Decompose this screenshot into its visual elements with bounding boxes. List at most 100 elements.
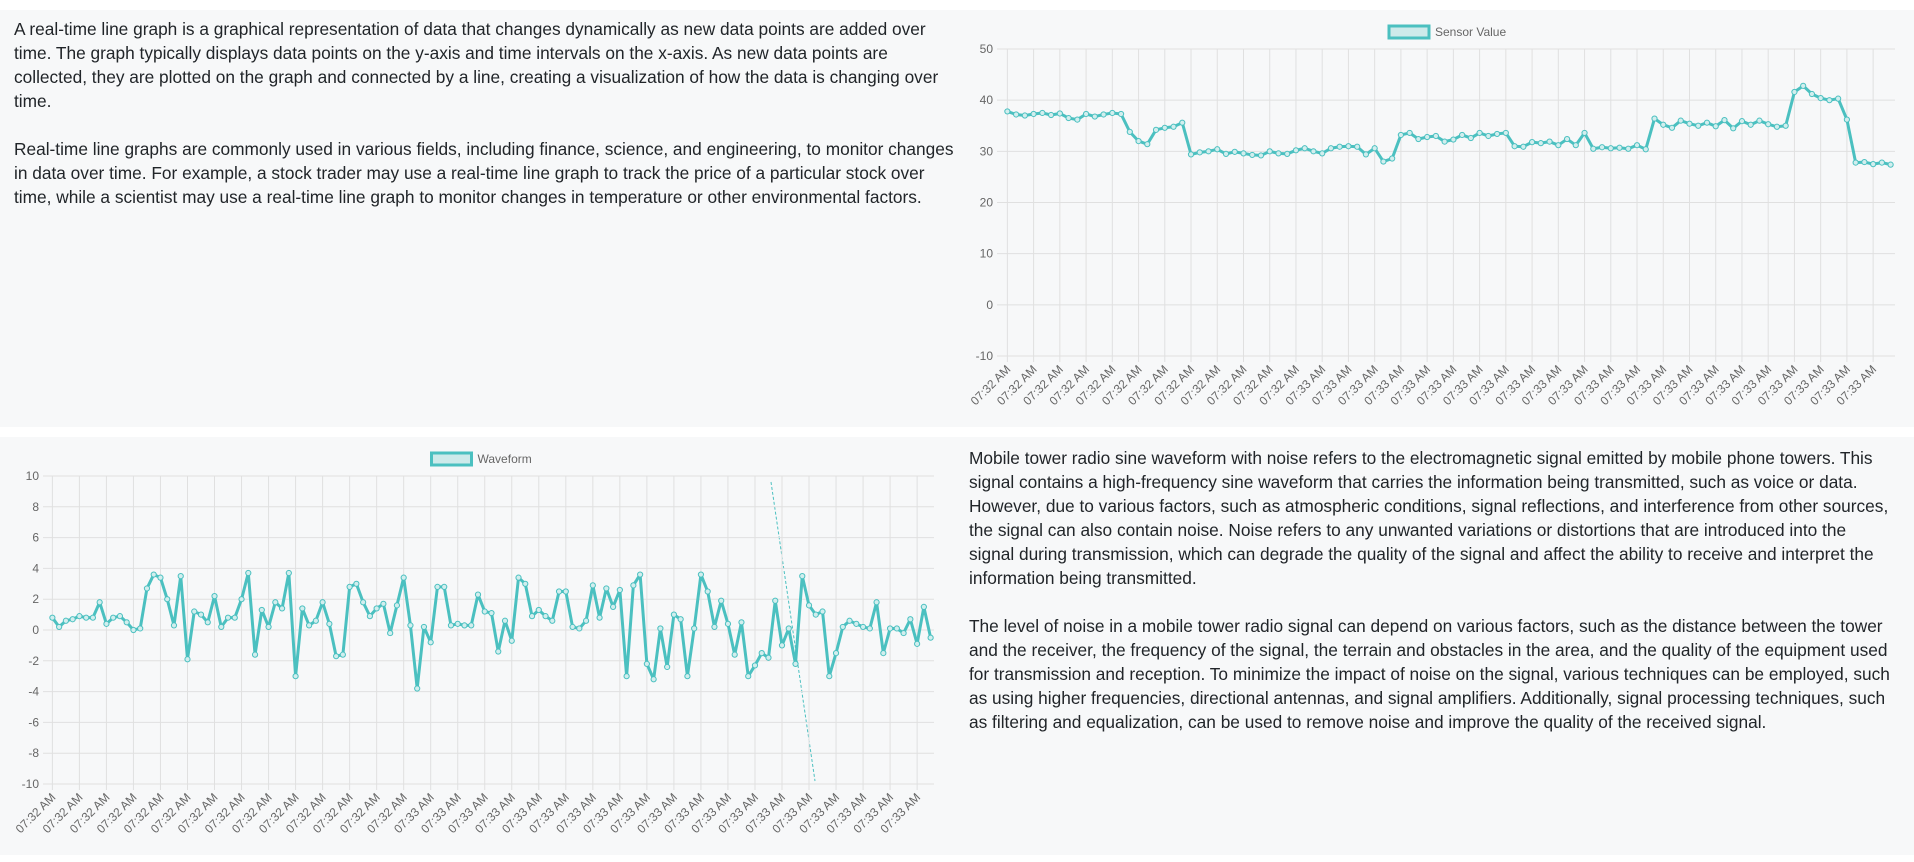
y-tick-label: 0 <box>32 623 39 637</box>
y-tick-label: -2 <box>28 654 39 668</box>
data-point <box>238 596 245 603</box>
data-point <box>1065 114 1072 122</box>
data-point <box>677 616 684 623</box>
data-point <box>1310 148 1317 155</box>
data-point <box>461 622 468 629</box>
noise-text: Mobile tower radio sine waveform with no… <box>969 446 1894 758</box>
data-point <box>927 634 934 641</box>
data-point <box>623 673 630 680</box>
data-point <box>724 620 732 627</box>
data-point <box>1765 121 1772 128</box>
data-point <box>197 611 205 618</box>
data-point <box>1502 129 1509 137</box>
data-point <box>373 605 380 612</box>
data-point <box>130 626 137 634</box>
data-point <box>103 620 110 627</box>
data-point <box>846 617 853 624</box>
legend-label: Sensor Value <box>1435 25 1506 39</box>
data-point <box>407 622 414 629</box>
data-point <box>758 650 765 657</box>
y-tick-label: 40 <box>980 93 994 107</box>
data-point <box>1773 123 1781 130</box>
data-point <box>1712 123 1719 130</box>
data-point <box>603 585 610 592</box>
y-tick-label: -6 <box>28 715 39 729</box>
data-point <box>684 673 691 680</box>
data-point <box>191 608 198 615</box>
data-point <box>920 603 927 610</box>
data-point <box>718 597 725 604</box>
data-point <box>326 620 333 627</box>
data-point <box>650 676 657 683</box>
data-point <box>1415 135 1422 143</box>
data-point <box>1590 145 1597 152</box>
data-point <box>231 614 238 621</box>
data-point <box>1887 161 1894 168</box>
data-point <box>1327 145 1335 152</box>
data-point <box>143 585 151 592</box>
data-point <box>1152 126 1160 133</box>
data-point <box>1581 129 1588 137</box>
data-point <box>292 673 299 680</box>
data-point <box>1616 144 1623 151</box>
data-point <box>1161 124 1168 131</box>
data-point <box>508 637 515 644</box>
data-point <box>1196 149 1203 156</box>
data-point <box>589 582 596 589</box>
data-point <box>1004 108 1011 115</box>
data-point <box>110 614 117 621</box>
data-point <box>1292 147 1300 154</box>
data-point <box>1336 143 1343 150</box>
data-point <box>555 588 563 595</box>
data-point <box>441 583 448 590</box>
data-point <box>1126 128 1133 135</box>
paragraph: A real-time line graph is a graphical re… <box>14 19 939 111</box>
data-point <box>873 599 880 606</box>
data-point <box>704 588 711 595</box>
data-point <box>1563 135 1571 143</box>
data-point <box>1231 148 1238 155</box>
data-point <box>812 611 819 618</box>
data-point <box>1703 119 1711 126</box>
data-point <box>535 606 542 614</box>
data-point <box>1222 150 1230 157</box>
data-point <box>1021 112 1028 119</box>
data-point <box>1056 110 1063 117</box>
paragraph: The level of noise in a mobile tower rad… <box>969 616 1890 732</box>
data-point <box>1747 121 1754 128</box>
y-tick-label: 20 <box>980 196 994 210</box>
data-point <box>1625 145 1632 152</box>
data-point <box>1362 151 1370 158</box>
data-point <box>643 660 650 667</box>
y-tick-label: -4 <box>28 685 39 699</box>
data-point <box>1782 122 1789 129</box>
data-point <box>778 642 786 649</box>
data-point <box>1808 90 1816 98</box>
data-point <box>1284 150 1291 157</box>
data-point <box>211 593 218 600</box>
data-point <box>1660 121 1667 128</box>
data-point <box>1730 125 1737 132</box>
wrap-line <box>770 481 816 782</box>
y-tick-label: 6 <box>32 531 39 545</box>
data-point <box>1266 148 1273 155</box>
data-point <box>1144 141 1151 148</box>
data-point <box>832 650 840 657</box>
data-point <box>1109 109 1116 117</box>
data-point <box>630 582 637 589</box>
data-point <box>582 617 590 624</box>
data-point <box>1835 95 1842 102</box>
data-point <box>360 599 367 606</box>
data-point <box>150 571 157 578</box>
data-point <box>528 613 536 620</box>
paragraph: Real-time line graphs are commonly used … <box>14 139 954 207</box>
data-point <box>319 599 326 606</box>
data-point <box>1826 97 1833 104</box>
data-point <box>670 611 678 618</box>
data-point <box>488 609 495 617</box>
data-point <box>1257 152 1265 159</box>
data-point <box>69 616 76 623</box>
y-tick-label: 30 <box>980 144 994 158</box>
